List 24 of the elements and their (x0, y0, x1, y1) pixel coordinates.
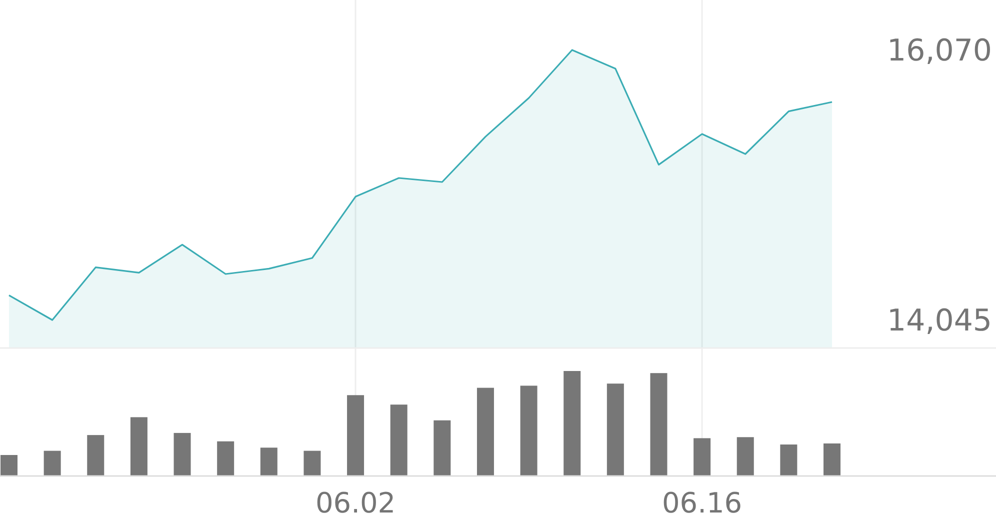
bar (260, 448, 278, 476)
bar (87, 435, 104, 476)
bar (824, 443, 840, 476)
bar (780, 444, 798, 476)
bar (606, 384, 624, 476)
y-tick-label: 16,070 (887, 34, 992, 68)
bar (347, 395, 364, 476)
y-tick-label: 14,045 (887, 304, 992, 338)
bar (0, 455, 18, 476)
bar (476, 388, 494, 476)
bar (44, 450, 61, 476)
bar (520, 386, 538, 476)
bar (694, 438, 711, 476)
bar (434, 420, 451, 476)
bar (736, 437, 754, 476)
x-tick-label: 06.02 (315, 486, 396, 519)
bar (174, 432, 191, 476)
bar (390, 404, 408, 476)
bar (130, 417, 148, 476)
bar (217, 441, 234, 476)
bar (650, 373, 668, 476)
bar (564, 371, 581, 476)
bar (304, 450, 321, 476)
x-tick-label: 06.16 (662, 486, 742, 519)
